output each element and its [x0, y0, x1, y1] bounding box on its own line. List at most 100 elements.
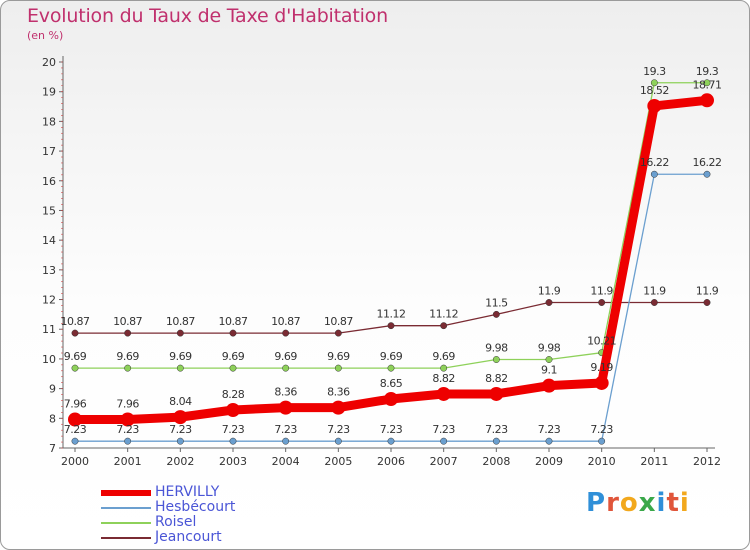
data-label-jeancourt: 10.87: [61, 315, 90, 328]
unit-label: (en %): [27, 29, 64, 42]
y-tick-label: 12: [42, 294, 56, 307]
data-label-roisel: 9.69: [274, 350, 297, 363]
data-label-roisel: 9.98: [538, 342, 561, 355]
data-label-hesbecourt: 7.23: [327, 423, 350, 436]
legend-swatch-jeancourt: [101, 537, 151, 539]
data-label-hesbecourt: 7.23: [222, 423, 245, 436]
point-hervilly: [278, 400, 293, 415]
logo-letter: i: [656, 488, 667, 518]
point-hesbecourt: [124, 437, 132, 445]
data-label-hervilly: 18.71: [693, 78, 722, 91]
point-hesbecourt: [334, 437, 342, 445]
data-label-hervilly: 7.96: [116, 397, 139, 410]
data-label-hesbecourt: 7.23: [274, 423, 297, 436]
data-label-hervilly: 8.36: [327, 386, 350, 399]
data-label-hervilly: 8.82: [432, 372, 455, 385]
y-tick-label: 18: [42, 115, 56, 128]
point-hesbecourt: [387, 437, 395, 445]
data-label-roisel: 9.69: [327, 350, 350, 363]
data-label-hesbecourt: 7.23: [64, 423, 87, 436]
logo-letter: o: [619, 488, 639, 518]
point-roisel: [440, 364, 448, 372]
x-tick-label: 2003: [219, 455, 247, 468]
point-jeancourt: [124, 329, 132, 337]
point-jeancourt: [387, 322, 395, 330]
point-hesbecourt: [440, 437, 448, 445]
x-tick-label: 2006: [377, 455, 405, 468]
point-hesbecourt: [71, 437, 79, 445]
point-roisel: [703, 79, 711, 87]
data-label-hervilly: 9.19: [590, 361, 613, 374]
data-label-hesbecourt: 7.23: [380, 423, 403, 436]
data-label-hesbecourt: 7.23: [116, 423, 139, 436]
y-tick-label: 10: [42, 353, 56, 366]
point-hesbecourt: [176, 437, 184, 445]
point-roisel: [650, 79, 658, 87]
point-roisel: [387, 364, 395, 372]
data-label-jeancourt: 11.9: [590, 285, 613, 298]
data-label-jeancourt: 10.87: [271, 315, 300, 328]
point-jeancourt: [492, 310, 500, 318]
point-hesbecourt: [229, 437, 237, 445]
legend-label-roisel: Roisel: [155, 514, 197, 530]
x-tick-label: 2010: [588, 455, 616, 468]
legend-label-hervilly: HERVILLY: [155, 484, 220, 500]
data-label-jeancourt: 11.5: [485, 296, 508, 309]
point-roisel: [229, 364, 237, 372]
point-jeancourt: [282, 329, 290, 337]
data-label-roisel: 19.3: [643, 65, 666, 78]
data-label-hervilly: 8.04: [169, 395, 192, 408]
y-tick-label: 15: [42, 204, 56, 217]
data-label-roisel: 10.21: [587, 335, 616, 348]
point-hervilly: [173, 410, 188, 425]
data-label-roisel: 9.69: [432, 350, 455, 363]
data-label-hervilly: 8.82: [485, 372, 508, 385]
data-label-roisel: 19.3: [696, 65, 719, 78]
x-tick-label: 2002: [166, 455, 194, 468]
data-label-roisel: 9.69: [380, 350, 403, 363]
data-label-roisel: 9.69: [64, 350, 87, 363]
x-tick-label: 2004: [272, 455, 300, 468]
x-tick-label: 2008: [482, 455, 510, 468]
data-label-jeancourt: 10.87: [113, 315, 142, 328]
legend-label-jeancourt: Jeancourt: [155, 529, 222, 545]
y-tick-label: 14: [42, 234, 56, 247]
logo-letter: t: [666, 488, 680, 518]
x-tick-label: 2009: [535, 455, 563, 468]
data-label-hesbecourt: 7.23: [169, 423, 192, 436]
point-roisel: [71, 364, 79, 372]
y-tick-label: 11: [42, 323, 56, 336]
point-jeancourt: [545, 299, 553, 306]
data-label-hesbecourt: 7.23: [590, 423, 613, 436]
point-hervilly: [226, 402, 240, 417]
data-label-hesbecourt: 7.23: [538, 423, 561, 436]
point-hervilly: [436, 386, 451, 401]
data-label-roisel: 9.69: [222, 350, 245, 363]
data-label-jeancourt: 10.87: [166, 315, 195, 328]
point-jeancourt: [650, 299, 658, 306]
y-tick-label: 19: [42, 86, 56, 99]
point-roisel: [492, 356, 500, 363]
point-jeancourt: [440, 322, 448, 330]
x-tick-label: 2007: [430, 455, 458, 468]
logo-letter: x: [638, 488, 657, 518]
legend-swatch-roisel: [101, 522, 151, 524]
data-label-jeancourt: 11.9: [696, 285, 719, 298]
data-label-roisel: 9.69: [169, 350, 192, 363]
x-tick-label: 2012: [693, 455, 721, 468]
point-hesbecourt: [650, 170, 658, 178]
point-hervilly: [647, 98, 662, 113]
point-jeancourt: [229, 329, 237, 337]
data-label-jeancourt: 11.12: [377, 308, 406, 321]
y-tick-label: 9: [49, 383, 56, 396]
y-tick-label: 17: [42, 145, 56, 158]
point-roisel: [124, 364, 132, 372]
data-label-jeancourt: 10.87: [219, 315, 248, 328]
point-hervilly: [120, 412, 135, 427]
legend-swatch-hesbecourt: [101, 507, 151, 509]
point-roisel: [176, 364, 184, 372]
data-label-jeancourt: 10.87: [324, 315, 353, 328]
data-label-roisel: 9.69: [116, 350, 139, 363]
data-label-hesbecourt: 16.22: [693, 156, 722, 169]
